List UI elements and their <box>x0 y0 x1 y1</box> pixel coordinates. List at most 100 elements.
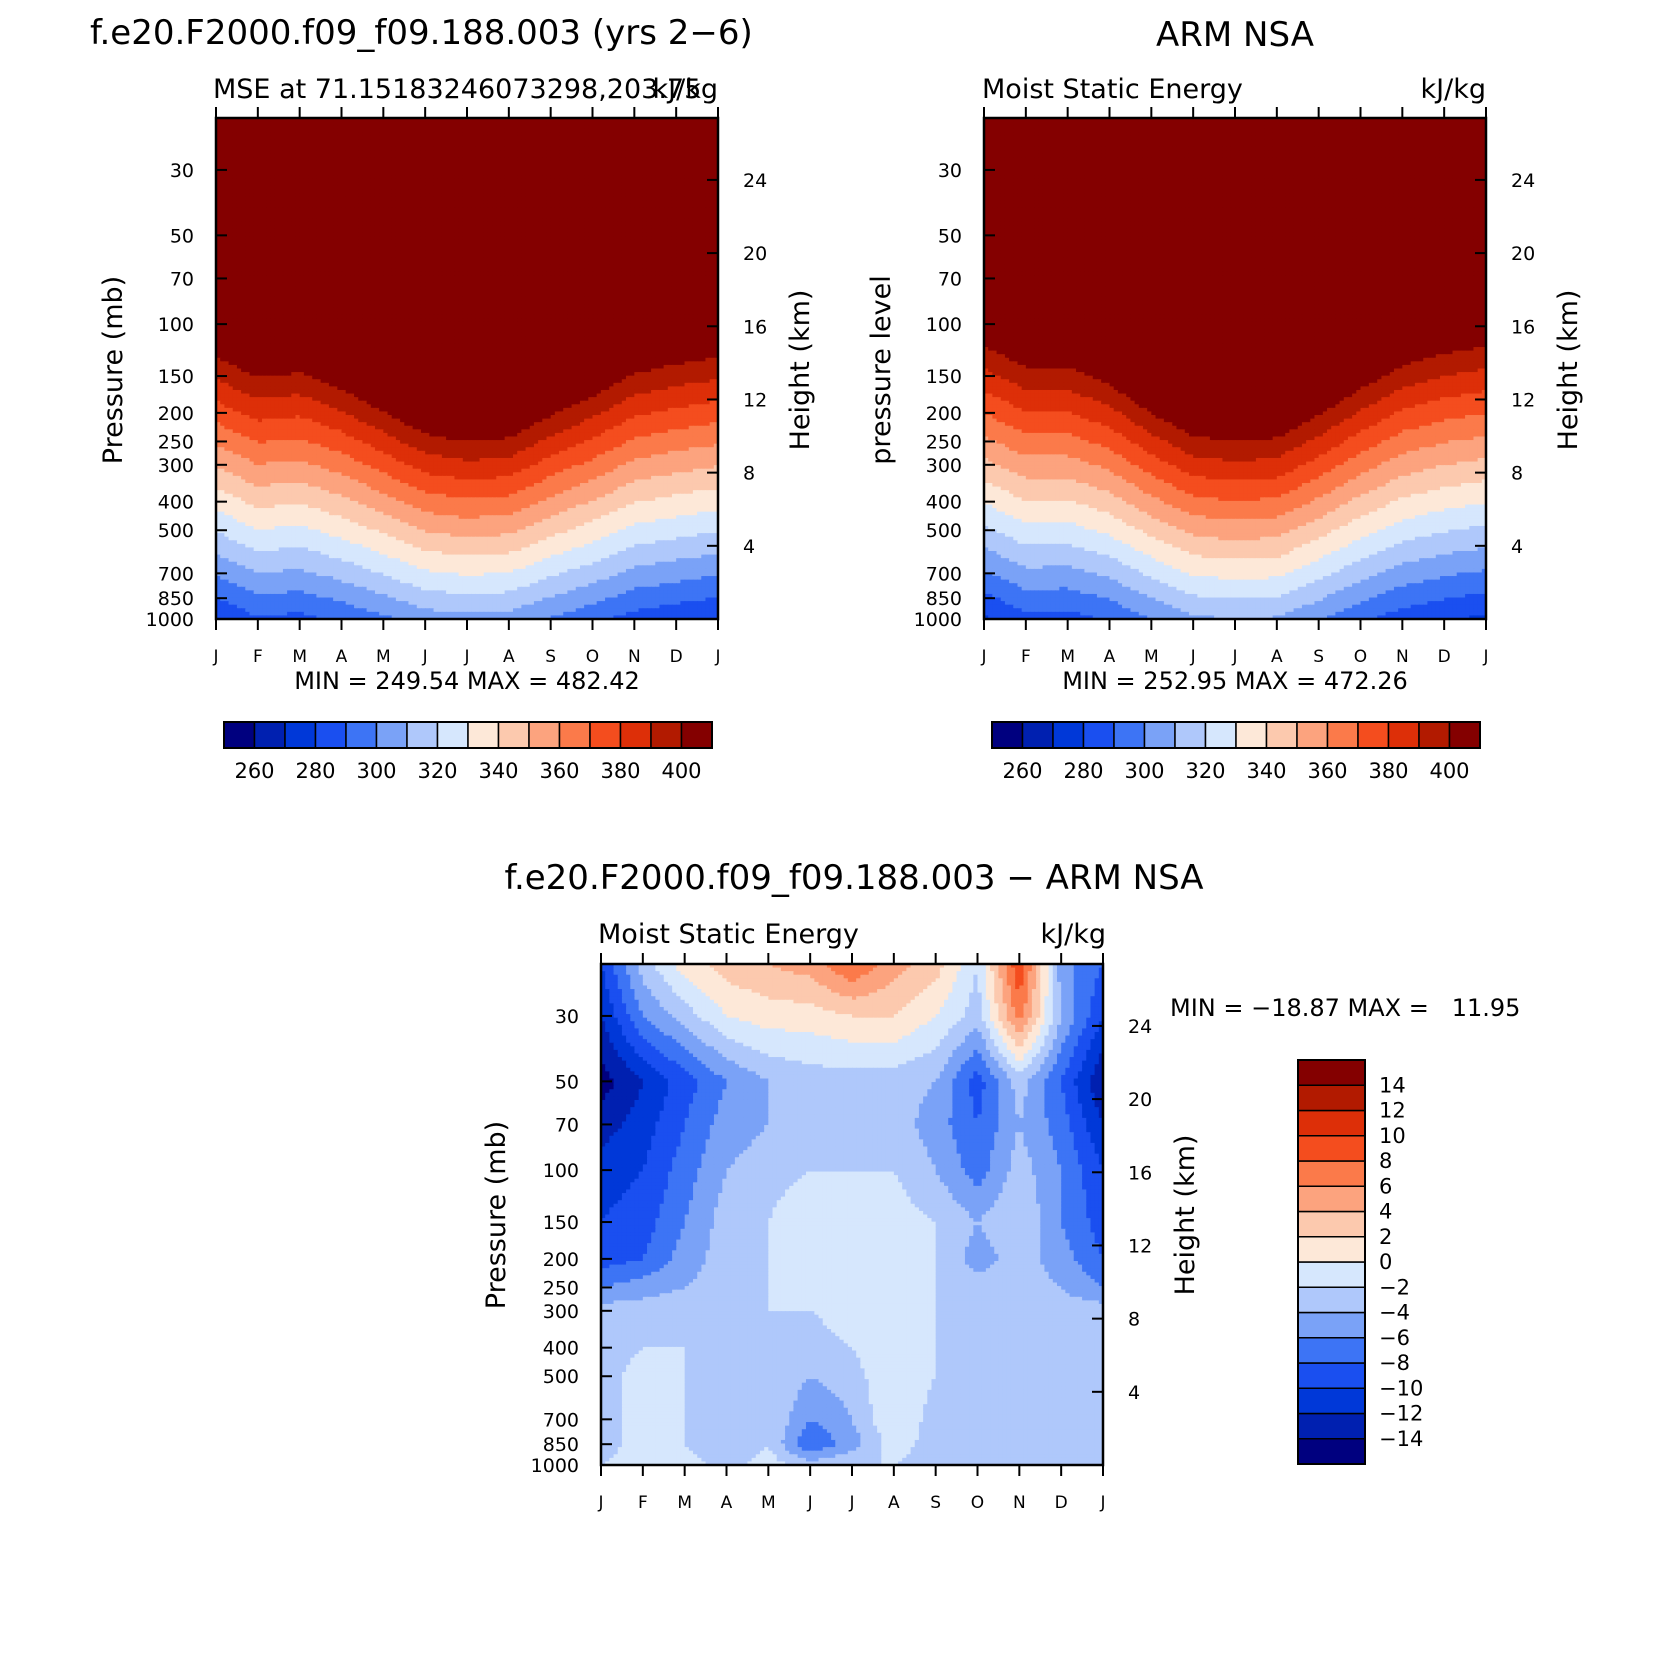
contour-cell <box>588 132 593 136</box>
contour-cell <box>697 132 702 136</box>
contour-cell <box>404 129 409 133</box>
contour-cell <box>316 129 321 133</box>
contour-cell <box>229 122 234 126</box>
contour-cell <box>572 129 577 133</box>
contour-cell <box>517 129 522 133</box>
contour-cell <box>379 136 384 140</box>
contour-cell <box>689 136 694 140</box>
contour-cell <box>576 136 581 140</box>
contour-cell <box>342 139 347 143</box>
contour-cell <box>593 129 598 133</box>
contour-cell <box>383 129 388 133</box>
contour-cell <box>241 129 246 133</box>
contour-cell <box>697 136 702 140</box>
contour-cell <box>291 139 296 143</box>
figure: f.e20.F2000.f09_f09.188.003 (yrs 2−6) MS… <box>0 0 1680 1680</box>
contour-cell <box>693 136 698 140</box>
contour-cell <box>425 129 430 133</box>
contour-cell <box>425 125 430 129</box>
contour-cell <box>300 125 305 129</box>
contour-cell <box>270 139 275 143</box>
contour-cell <box>434 125 439 129</box>
contour-cell <box>626 122 631 126</box>
contour-cell <box>438 122 443 126</box>
contour-cell <box>291 132 296 136</box>
contour-cell <box>333 132 338 136</box>
contour-cell <box>400 129 405 133</box>
contour-cell <box>689 132 694 136</box>
contour-cell <box>563 122 568 126</box>
contour-cell <box>563 136 568 140</box>
contour-cell <box>304 132 309 136</box>
contour-cell <box>593 122 598 126</box>
contour-cell <box>659 136 664 140</box>
contour-cell <box>312 129 317 133</box>
contour-cell <box>446 122 451 126</box>
contour-cell <box>555 122 560 126</box>
contour-cell <box>509 122 514 126</box>
contour-cell <box>446 125 451 129</box>
contour-cell <box>354 136 359 140</box>
contour-cell <box>634 132 639 136</box>
contour-cell <box>270 125 275 129</box>
contour-cell <box>534 122 539 126</box>
contour-cell <box>438 132 443 136</box>
contour-cell <box>421 132 426 136</box>
contour-cell <box>233 129 238 133</box>
contour-cell <box>601 125 606 129</box>
contour-cell <box>442 136 447 140</box>
contour-cell <box>383 136 388 140</box>
contour-cell <box>639 132 644 136</box>
contour-cell <box>362 136 367 140</box>
contour-cell <box>254 139 259 143</box>
contour-cell <box>480 125 485 129</box>
contour-cell <box>500 136 505 140</box>
contour-cell <box>555 132 560 136</box>
contour-cell <box>354 129 359 133</box>
contour-cell <box>517 125 522 129</box>
contour-cell <box>262 132 267 136</box>
contour-cell <box>559 122 564 126</box>
contour-cell <box>467 132 472 136</box>
contour-cell <box>404 132 409 136</box>
contour-cell <box>475 122 480 126</box>
contour-cell <box>266 132 271 136</box>
contour-cell <box>555 136 560 140</box>
contour-cell <box>475 125 480 129</box>
contour-cell <box>463 139 468 143</box>
contour-cell <box>576 129 581 133</box>
contour-cell <box>396 129 401 133</box>
contour-cell <box>622 136 627 140</box>
contour-cell <box>496 122 501 126</box>
contour-cell <box>664 136 669 140</box>
contour-cell <box>346 139 351 143</box>
contour-cell <box>358 136 363 140</box>
contour-cell <box>279 125 284 129</box>
contour-cell <box>371 129 376 133</box>
contour-cell <box>676 122 681 126</box>
contour-cell <box>354 132 359 136</box>
contour-cell <box>693 132 698 136</box>
contour-cell <box>639 125 644 129</box>
contour-cell <box>388 132 393 136</box>
contour-cell <box>672 122 677 126</box>
contour-cell <box>224 125 229 129</box>
contour-cell <box>450 122 455 126</box>
contour-cell <box>680 136 685 140</box>
contour-cell <box>413 125 418 129</box>
contour-cell <box>438 129 443 133</box>
contour-cell <box>459 122 464 126</box>
contour-cell <box>471 122 476 126</box>
contour-cell <box>454 129 459 133</box>
contour-cell <box>705 125 710 129</box>
contour-cell <box>609 125 614 129</box>
contour-cell <box>672 132 677 136</box>
contour-cell <box>580 125 585 129</box>
contour-cell <box>325 132 330 136</box>
contour-cell <box>630 125 635 129</box>
contour-cell <box>383 132 388 136</box>
contour-cell <box>626 125 631 129</box>
contour-cell <box>287 129 292 133</box>
contour-cell <box>300 132 305 136</box>
contour-cell <box>325 139 330 143</box>
